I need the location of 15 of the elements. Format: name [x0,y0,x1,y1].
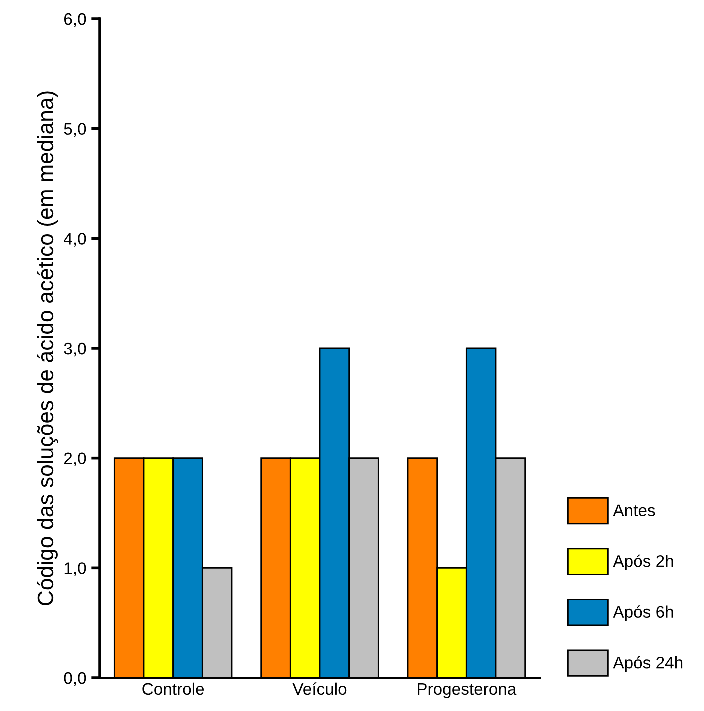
y-tick-label: 6,0 [64,13,86,28]
y-tick-label: 0,0 [64,672,86,686]
legend-label: Após 2h [613,554,674,571]
legend-label: Antes [613,504,656,517]
legend-label: Após 24h [613,656,683,672]
y-tick-label: 1,0 [64,562,86,576]
legend-label: Após 6h [613,606,674,622]
x-tick-label: Veículo [292,682,347,696]
y-tick-label: 2,0 [64,452,86,467]
x-tick-label: Controle [142,682,204,696]
x-tick-label: Progesterona [418,683,517,698]
y-tick-label: 3,0 [64,342,86,357]
y-axis-title: Código das soluções de ácido acético (em mediana) [37,92,58,606]
y-tick-label: 5,0 [64,123,86,138]
y-tick-label: 4,0 [64,233,86,247]
